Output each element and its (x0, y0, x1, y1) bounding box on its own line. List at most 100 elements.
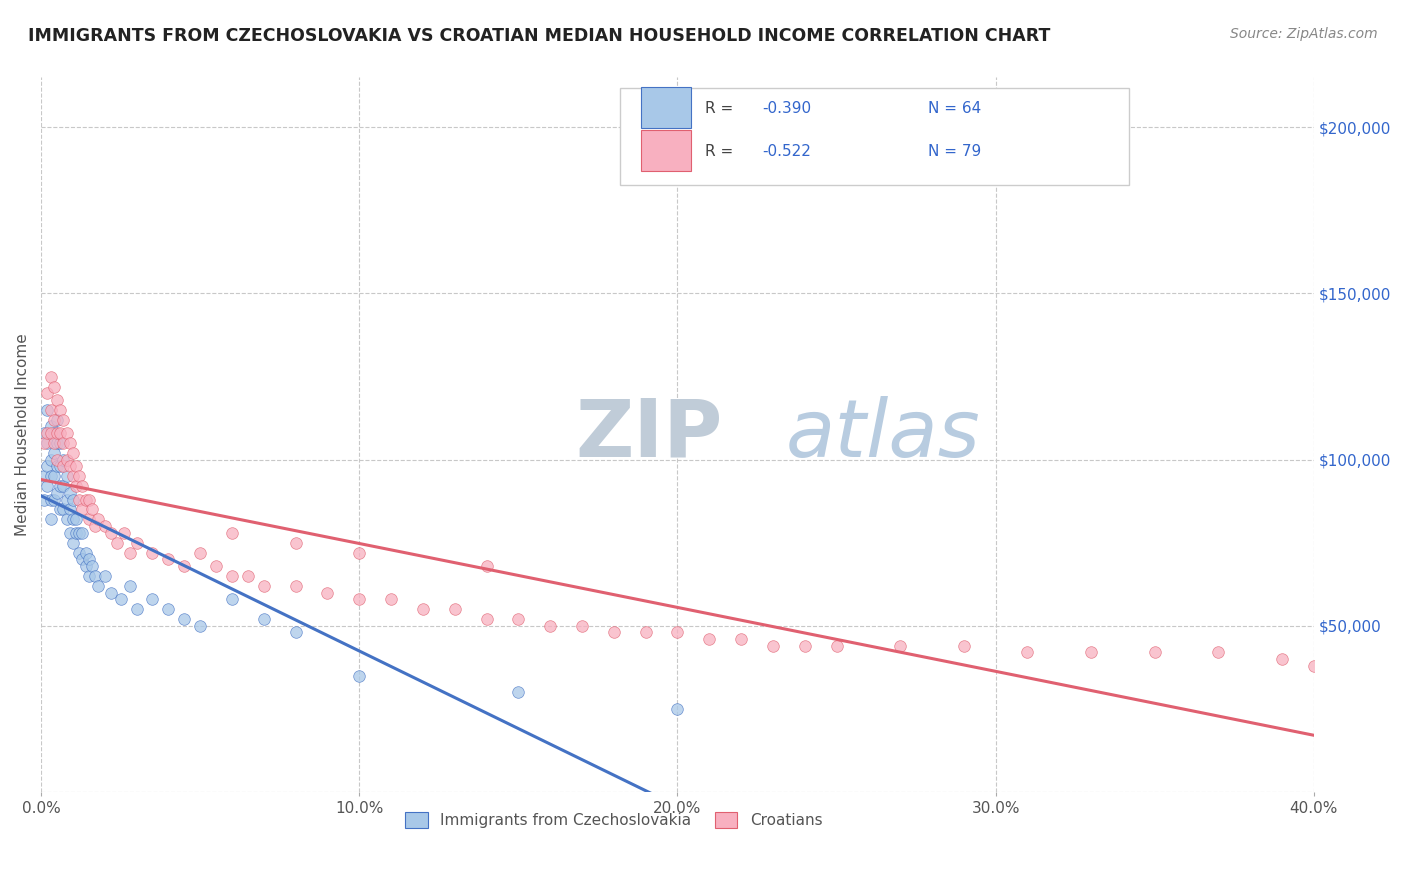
Point (157, 602, 180, 616)
FancyBboxPatch shape (641, 87, 692, 128)
Point (508, 685, 530, 699)
Point (75, 492, 97, 507)
Point (55, 452, 77, 467)
Point (125, 535, 148, 549)
Point (84, 519, 107, 533)
Point (697, 632, 720, 646)
Point (42, 469, 65, 483)
Point (37, 425, 59, 440)
FancyBboxPatch shape (620, 88, 1129, 185)
Point (443, 602, 465, 616)
Point (475, 558, 498, 573)
Point (65, 512, 87, 526)
Point (173, 612, 195, 626)
Point (75, 558, 97, 573)
Point (49, 402, 72, 417)
Point (793, 639, 815, 653)
Point (221, 525, 243, 540)
Point (188, 619, 211, 633)
Point (1143, 645, 1166, 659)
Point (46, 436, 69, 450)
Point (39, 452, 62, 467)
Point (284, 579, 307, 593)
Point (173, 558, 195, 573)
Point (1208, 645, 1230, 659)
Point (39, 369, 62, 384)
Point (603, 625, 626, 640)
Point (75, 546, 97, 560)
Point (37, 386, 59, 401)
Point (107, 535, 129, 549)
Point (42, 413, 65, 427)
Point (59, 525, 82, 540)
Point (475, 612, 498, 626)
Point (34, 436, 56, 450)
Point (72, 502, 94, 516)
Point (49, 479, 72, 493)
Point (52, 436, 75, 450)
Point (62, 469, 84, 483)
Text: -0.390: -0.390 (762, 102, 811, 116)
Point (284, 535, 307, 549)
Point (42, 446, 65, 460)
Point (77, 569, 100, 583)
Point (141, 592, 163, 607)
Point (62, 446, 84, 460)
Point (253, 579, 276, 593)
Point (39, 425, 62, 440)
Point (34, 492, 56, 507)
Point (62, 512, 84, 526)
Point (52, 479, 75, 493)
Point (42, 425, 65, 440)
Point (34, 425, 56, 440)
Point (284, 625, 307, 640)
Text: atlas: atlas (786, 396, 980, 474)
Point (93, 569, 115, 583)
Y-axis label: Median Household Income: Median Household Income (15, 334, 30, 536)
Point (72, 479, 94, 493)
Point (1017, 645, 1039, 659)
Point (65, 525, 87, 540)
Point (80, 502, 103, 516)
Point (221, 592, 243, 607)
Point (110, 592, 132, 607)
Point (42, 379, 65, 393)
Point (730, 632, 752, 646)
Point (349, 546, 371, 560)
Point (1080, 645, 1102, 659)
Point (34, 469, 56, 483)
Point (952, 639, 974, 653)
Point (205, 558, 228, 573)
Point (84, 569, 107, 583)
Point (65, 459, 87, 474)
Point (77, 552, 100, 566)
Point (46, 452, 69, 467)
Point (380, 592, 402, 607)
Point (120, 579, 142, 593)
Point (52, 459, 75, 474)
Point (39, 419, 62, 434)
Point (141, 546, 163, 560)
Point (42, 492, 65, 507)
Point (42, 436, 65, 450)
Point (55, 492, 77, 507)
Point (825, 639, 848, 653)
FancyBboxPatch shape (641, 130, 692, 171)
Text: IMMIGRANTS FROM CZECHOSLOVAKIA VS CROATIAN MEDIAN HOUSEHOLD INCOME CORRELATION C: IMMIGRANTS FROM CZECHOSLOVAKIA VS CROATI… (28, 27, 1050, 45)
Point (39, 512, 62, 526)
Point (52, 452, 75, 467)
Legend: Immigrants from Czechoslovakia, Croatians: Immigrants from Czechoslovakia, Croatian… (399, 806, 828, 834)
Text: ZIP: ZIP (575, 396, 723, 474)
Point (87, 512, 110, 526)
Point (46, 392, 69, 407)
Point (762, 639, 785, 653)
Text: N = 79: N = 79 (928, 145, 981, 160)
Point (666, 702, 689, 716)
Point (59, 436, 82, 450)
Point (59, 459, 82, 474)
Point (59, 502, 82, 516)
Point (87, 579, 110, 593)
Point (120, 546, 142, 560)
Point (112, 525, 135, 540)
Point (67, 546, 90, 560)
